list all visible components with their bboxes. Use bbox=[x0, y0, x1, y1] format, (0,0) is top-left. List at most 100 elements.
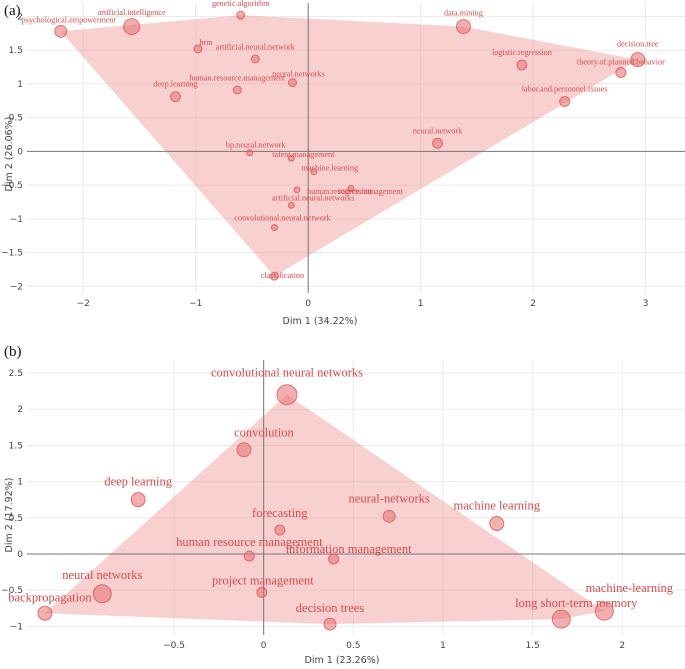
panel-a-point[interactable] bbox=[236, 10, 246, 20]
panel-a-point-label: artificial.neural.network bbox=[216, 43, 296, 52]
panel-b-point[interactable] bbox=[236, 442, 252, 458]
panel-a-point-label: talent.management bbox=[272, 150, 335, 159]
panel-a-point[interactable] bbox=[516, 59, 528, 71]
panel-b-point-label: deep learning bbox=[104, 474, 172, 488]
panel-b-x-tick-label: 1.5 bbox=[525, 641, 539, 651]
panel-b-convex-hull bbox=[44, 394, 605, 625]
panel-b-x-tick-label: 0 bbox=[261, 641, 267, 651]
panel-b-x-tick-label: 1 bbox=[440, 641, 446, 651]
panel-b-y-tick-label: 1 bbox=[17, 478, 23, 488]
panel-a-point-label: decision.tree bbox=[617, 40, 659, 49]
panel-a-point-label: deep.learning bbox=[153, 80, 197, 89]
panel-b-point-label: backpropagation bbox=[8, 590, 92, 604]
panel-a-point[interactable] bbox=[123, 18, 141, 36]
panel-b: (b) Dim 1 (23.26%) Dim 2 (17.92%) −0.5 0 0… bbox=[1, 344, 685, 666]
panel-a-point[interactable] bbox=[193, 44, 203, 54]
panel-b-point[interactable] bbox=[551, 609, 571, 629]
panel-b-point[interactable] bbox=[243, 550, 255, 562]
panel-a-point[interactable] bbox=[270, 224, 278, 232]
panel-a-point[interactable] bbox=[630, 52, 646, 68]
panel-a-y-tick-label: −1 bbox=[10, 215, 23, 225]
panel-a-point-label: hrm bbox=[199, 38, 213, 47]
panel-b-point-label: neural-networks bbox=[349, 492, 430, 506]
panel-b-point[interactable] bbox=[130, 492, 146, 508]
panel-a-point[interactable] bbox=[287, 78, 297, 88]
panel-a-point[interactable] bbox=[347, 184, 355, 192]
panel-b-point-label: neural networks bbox=[62, 568, 142, 582]
panel-a-point[interactable] bbox=[615, 66, 627, 78]
panel-a-point-label: human.resource.management bbox=[189, 74, 286, 83]
panel-a-point[interactable] bbox=[250, 54, 260, 64]
panel-b-point-label: forecasting bbox=[252, 506, 308, 520]
panel-b-y-tick-label: −1 bbox=[10, 622, 23, 632]
panel-b-point-label: information management bbox=[286, 542, 413, 556]
panel-a-point[interactable] bbox=[54, 24, 68, 38]
panel-a-x-axis-title: Dim 1 (34.22%) bbox=[283, 316, 358, 327]
panel-a-point-label: labor.and.personnel.issues bbox=[522, 84, 608, 93]
panel-b-y-tick-label: 0.5 bbox=[9, 514, 23, 524]
panel-b-point-label: decision trees bbox=[296, 601, 365, 615]
panel-b-label: (b) bbox=[4, 344, 22, 360]
panel-b-point[interactable] bbox=[274, 524, 286, 536]
panel-a-point[interactable] bbox=[455, 19, 471, 35]
panel-b-x-axis-title: Dim 1 (23.26%) bbox=[305, 655, 380, 666]
panel-b-point-label: project management bbox=[212, 573, 314, 587]
panel-a-label: (a) bbox=[4, 3, 21, 19]
panel-a-point[interactable] bbox=[293, 186, 301, 194]
panel-b-point-label: machine-learning bbox=[586, 581, 674, 595]
panel-a-point-label: artificial.intelligence bbox=[98, 8, 166, 17]
panel-a-point-label: bp.neural.network bbox=[226, 141, 286, 150]
panel-a-point-label: regression bbox=[338, 186, 372, 195]
panel-a-y-tick-label: 1 bbox=[17, 80, 23, 90]
panel-b-y-tick-label: 1.5 bbox=[9, 441, 23, 451]
panel-a-y-axis-title: Dim 2 (26.06%) bbox=[4, 117, 15, 192]
panel-a-point-label: genetic.algorithm bbox=[212, 0, 270, 8]
panel-b-point[interactable] bbox=[92, 584, 112, 604]
panel-b-point[interactable] bbox=[276, 384, 298, 406]
panel-b-point[interactable] bbox=[594, 601, 614, 621]
panel-a-point-label: data.mining bbox=[444, 8, 483, 17]
panel-b-y-axis-title: Dim 2 (17.92%) bbox=[4, 478, 15, 553]
panel-a-point[interactable] bbox=[310, 168, 318, 176]
panel-b-y-tick-label: 2.5 bbox=[9, 369, 23, 379]
panel-a-x-tick-label: 2 bbox=[530, 299, 536, 309]
panel-a-point-label: artificial.neural.networks bbox=[272, 193, 354, 202]
panel-a-point-label: neural.network bbox=[413, 126, 463, 135]
panel-a-x-tick-label: 1 bbox=[418, 299, 424, 309]
panel-a-y-tick-label: 1.5 bbox=[9, 46, 23, 56]
panel-a-point[interactable] bbox=[559, 95, 571, 107]
panel-a-point[interactable] bbox=[432, 137, 444, 149]
panel-b-point[interactable] bbox=[37, 605, 53, 621]
panel-a-point[interactable] bbox=[287, 201, 295, 209]
panel-b-point[interactable] bbox=[382, 509, 396, 523]
panel-a-y-tick-label: −0.5 bbox=[1, 181, 23, 191]
panel-a-point[interactable] bbox=[287, 154, 295, 162]
panel-b-point[interactable] bbox=[489, 516, 505, 532]
panel-a-x-tick-label: 3 bbox=[643, 299, 649, 309]
panel-b-point[interactable] bbox=[256, 586, 268, 598]
panel-a-x-tick-label: −1 bbox=[189, 299, 202, 309]
panel-a: (a) Dim 1 (34.22%) Dim 2 (26.06%) −2 −1 0 1… bbox=[1, 0, 685, 327]
panel-b-point-label: convolutional neural networks bbox=[211, 366, 363, 380]
panel-b-point-label: convolution bbox=[234, 426, 294, 440]
panel-a-point[interactable] bbox=[169, 91, 181, 103]
panel-b-point[interactable] bbox=[323, 617, 337, 631]
panel-a-point[interactable] bbox=[269, 271, 279, 281]
panel-a-y-tick-label: −1.5 bbox=[1, 249, 23, 259]
panel-a-point[interactable] bbox=[232, 85, 242, 95]
panel-a-point-label: convolutional.neural.network bbox=[234, 214, 331, 223]
panel-a-point[interactable] bbox=[246, 149, 254, 157]
panel-a-convex-hull bbox=[60, 15, 638, 277]
panel-b-point-label: long short-term memory bbox=[515, 596, 638, 610]
panel-a-point-label: machine.learning bbox=[302, 164, 359, 173]
panel-a-point-label: psychological.empowerment bbox=[22, 15, 117, 24]
panel-b-point-label: machine learning bbox=[454, 498, 541, 512]
panel-b-x-tick-label: 2 bbox=[619, 641, 625, 651]
panel-a-x-tick-label: −2 bbox=[77, 299, 90, 309]
panel-a-y-tick-label: 2 bbox=[17, 12, 23, 22]
panel-a-y-tick-label: 0 bbox=[17, 147, 23, 157]
panel-b-point-label: human resource management bbox=[176, 535, 323, 549]
panel-a-point-label: logistic.regression bbox=[492, 48, 552, 57]
panel-b-point[interactable] bbox=[328, 553, 340, 565]
